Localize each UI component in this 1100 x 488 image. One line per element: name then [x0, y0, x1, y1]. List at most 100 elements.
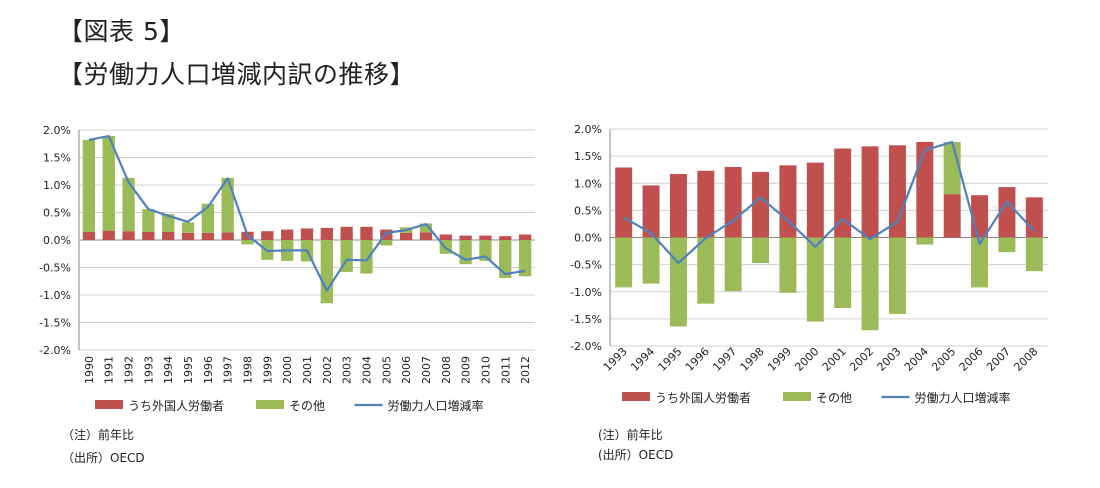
legend-swatch [95, 400, 123, 409]
y-tick-label: 1.5% [43, 152, 71, 165]
bar [221, 232, 234, 240]
x-tick-label: 1998 [738, 345, 767, 374]
y-tick-label: -1.0% [570, 286, 602, 299]
bar [697, 170, 715, 238]
bar [971, 195, 989, 238]
x-tick-label: 1993 [601, 345, 630, 374]
x-tick-label: 1995 [656, 345, 685, 374]
bar [518, 240, 532, 277]
bar [459, 235, 472, 240]
y-tick-label: -0.5% [570, 259, 602, 272]
y-tick-label: 1.5% [574, 150, 602, 163]
bar [697, 237, 715, 304]
x-tick-label: 1996 [202, 356, 215, 384]
x-tick-label: 1996 [683, 345, 712, 374]
bar [122, 231, 135, 240]
x-tick-label: 2006 [400, 356, 413, 384]
legend-label: うち外国人労働者 [655, 391, 751, 405]
bar [834, 237, 852, 309]
y-tick-label: 0.5% [574, 204, 602, 217]
bar [142, 231, 155, 240]
bar [221, 177, 234, 233]
x-tick-label: 1992 [123, 356, 136, 384]
bar [419, 232, 433, 240]
bar [82, 139, 96, 232]
x-tick-label: 1999 [261, 356, 274, 384]
x-tick-label: 1999 [765, 345, 794, 374]
bar [642, 237, 660, 284]
y-tick-label: -2.0% [39, 344, 71, 357]
bar [360, 226, 373, 240]
bar [518, 234, 532, 240]
y-tick-label: -1.5% [39, 317, 71, 330]
bar [1025, 237, 1043, 272]
x-tick-label: 2012 [519, 356, 532, 384]
bar [888, 237, 906, 314]
bar [181, 232, 195, 240]
bar [380, 240, 393, 246]
bar [998, 187, 1016, 238]
series-line [88, 135, 526, 292]
bar [752, 237, 770, 263]
bar [971, 237, 989, 288]
bar [479, 235, 492, 240]
x-tick-label: 2000 [792, 345, 821, 374]
x-tick-label: 2008 [1011, 345, 1040, 374]
bar [834, 148, 852, 238]
bar [162, 231, 175, 240]
legend-swatch [256, 400, 284, 409]
bar [615, 167, 633, 238]
y-tick-label: 0.5% [43, 207, 71, 220]
x-tick-label: 1993 [142, 356, 155, 384]
x-tick-label: 1998 [242, 356, 255, 384]
x-tick-label: 2008 [440, 356, 453, 384]
legend-label: 労働力人口増減率 [915, 390, 1011, 405]
y-tick-label: -2.0% [570, 340, 602, 353]
bar [82, 231, 96, 240]
x-tick-label: 2004 [902, 345, 931, 374]
y-tick-label: 2.0% [43, 124, 71, 137]
bar [162, 214, 175, 232]
bar [724, 237, 742, 292]
x-tick-label: 1995 [182, 356, 195, 384]
legend-label: 労働力人口増減率 [388, 398, 484, 413]
legend-swatch [783, 392, 811, 401]
bar [806, 237, 824, 322]
series-line [623, 140, 1036, 265]
bar [1025, 197, 1043, 238]
bar [261, 231, 274, 240]
bar [669, 174, 687, 238]
bar [861, 237, 879, 331]
x-tick-label: 1994 [162, 356, 175, 384]
y-tick-label: 0.0% [43, 234, 71, 247]
bar [241, 240, 254, 245]
bar [943, 194, 961, 238]
bar [806, 162, 824, 238]
y-tick-label: 0.0% [574, 232, 602, 245]
bar [479, 240, 492, 261]
bar [360, 240, 373, 274]
x-tick-label: 1997 [222, 356, 235, 384]
bar [499, 236, 512, 240]
bar [998, 237, 1016, 253]
bar [122, 177, 135, 232]
bar [724, 166, 742, 238]
bar [752, 171, 770, 238]
x-tick-label: 1994 [628, 345, 657, 374]
bar [439, 234, 452, 240]
figure-number: 【図表 5】 [58, 17, 185, 46]
bar [419, 223, 433, 233]
source-left: （出所）OECD [62, 451, 145, 465]
x-tick-label: 2011 [499, 356, 512, 384]
figure-title: 【労働力人口増減内訳の推移】 [58, 60, 416, 89]
bar [201, 203, 215, 233]
x-tick-label: 1991 [103, 356, 116, 384]
bar [779, 237, 797, 293]
bar [779, 165, 797, 238]
bar [300, 228, 314, 240]
y-tick-label: 2.0% [574, 123, 602, 136]
legend-label: うち外国人労働者 [128, 399, 224, 413]
note-left: （注）前年比 [62, 428, 135, 442]
bar [861, 146, 879, 238]
